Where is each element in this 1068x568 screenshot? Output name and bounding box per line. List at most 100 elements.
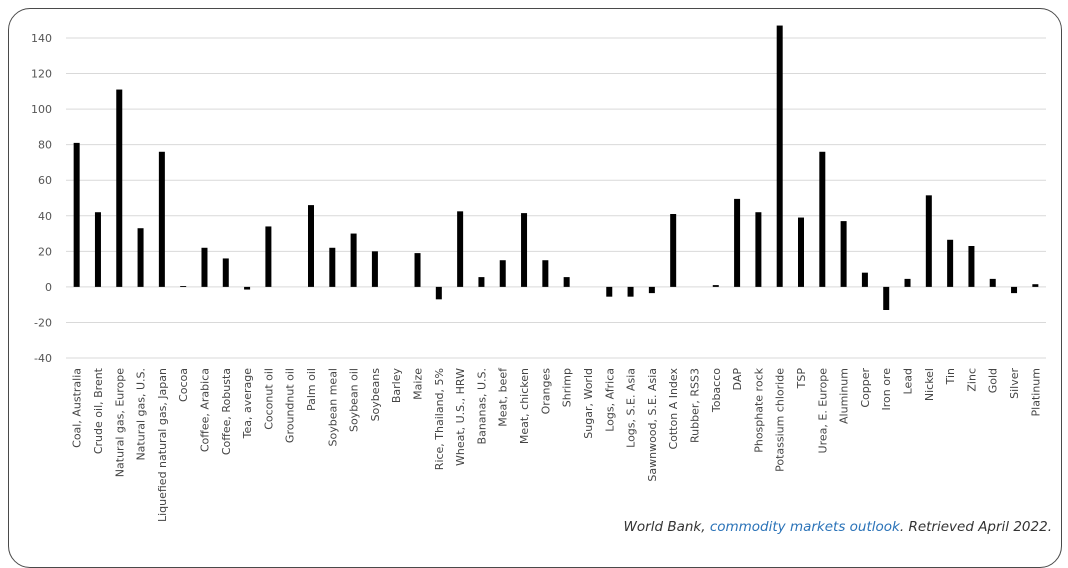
y-tick-label: 80	[38, 139, 52, 152]
y-tick-label: 60	[38, 174, 52, 187]
bar	[308, 205, 314, 287]
gridlines	[66, 37, 1046, 359]
x-category-label: Sugar, World	[582, 368, 595, 439]
x-category-label: Copper	[859, 368, 872, 408]
x-category-label: DAP	[731, 368, 744, 391]
bar	[116, 89, 123, 287]
x-category-label: Nickel	[923, 368, 936, 401]
caption-suffix: . Retrieved April 2022.	[899, 519, 1052, 535]
bar	[542, 260, 549, 287]
bar	[457, 211, 464, 287]
x-category-label: Gold	[987, 368, 1000, 393]
bar	[883, 286, 890, 310]
x-category-label: Oranges	[539, 368, 552, 415]
x-category-label: Coal, Australia	[71, 368, 84, 448]
x-category-label: Coffee, Robusta	[220, 368, 233, 455]
x-category-label: Cocoa	[177, 368, 190, 402]
source-caption: World Bank, commodity markets outlook. R…	[624, 519, 1052, 535]
bar	[861, 272, 868, 287]
y-axis-ticks: -40 -20 0 20 40 60 80 100 120 140	[31, 32, 52, 365]
y-tick-label: 40	[38, 210, 52, 223]
x-category-label: Aluminum	[838, 368, 851, 424]
x-category-label: Sawnwood, S.E. Asia	[646, 368, 659, 482]
bar	[73, 142, 80, 287]
bar	[1011, 286, 1018, 294]
x-category-label: Coffee, Arabica	[198, 368, 211, 452]
x-category-label: Shrimp	[561, 368, 574, 407]
x-category-label: Tin	[944, 368, 957, 385]
x-category-label: TSP	[795, 368, 808, 390]
y-tick-label: -40	[34, 352, 52, 365]
x-category-label: Liquefied natural gas, Japan	[156, 368, 169, 522]
x-category-label: Meat, beef	[497, 367, 510, 427]
commodity-markets-outlook-link[interactable]: commodity markets outlook	[709, 519, 900, 535]
x-category-label: Silver	[1008, 368, 1021, 399]
x-category-label: Platinum	[1029, 368, 1042, 416]
bar	[755, 212, 762, 287]
bar	[648, 286, 655, 294]
bar	[478, 277, 485, 287]
bar	[180, 286, 187, 287]
bar	[989, 278, 996, 287]
bar-chart: -40 -20 0 20 40 60 80 100 120 140 Coal, Australia…	[31, 25, 1046, 522]
bar	[840, 221, 847, 287]
y-tick-label: 120	[31, 68, 52, 81]
x-category-label: Zinc	[965, 368, 978, 392]
bar	[606, 286, 613, 297]
y-tick-label: 100	[31, 103, 52, 116]
x-category-label: Cotton A Index	[667, 368, 680, 450]
bar	[1032, 284, 1039, 287]
bar	[158, 151, 165, 287]
x-category-label: Rice, Thailand, 5%	[433, 368, 446, 470]
x-category-label: Logs, Africa	[603, 368, 616, 432]
bar	[734, 198, 741, 287]
x-category-label: Maize	[412, 368, 425, 400]
bar	[798, 217, 804, 287]
x-category-label: Iron ore	[880, 368, 893, 411]
bar	[94, 212, 101, 287]
x-category-label: Natural gas, Europe	[113, 368, 126, 477]
x-category-label: Tea, average	[241, 368, 254, 440]
x-category-label: Palm oil	[305, 368, 318, 411]
x-category-label: Coconut oil	[262, 368, 275, 430]
bar	[414, 253, 421, 287]
bar	[776, 25, 783, 287]
bar	[137, 228, 144, 287]
x-category-label: Lead	[902, 368, 915, 394]
x-category-label: Logs, S.E. Asia	[625, 368, 638, 448]
bar	[350, 233, 357, 287]
caption-prefix: World Bank,	[623, 519, 710, 535]
x-category-label: Groundnut oil	[284, 368, 297, 443]
bar	[563, 277, 570, 287]
bar	[265, 226, 272, 287]
bar	[947, 239, 954, 287]
bar	[670, 214, 677, 287]
y-tick-label: -20	[34, 316, 52, 329]
x-category-label: Barley	[390, 368, 403, 404]
x-category-label: Natural gas, U.S.	[135, 368, 148, 461]
bar	[435, 286, 442, 300]
x-category-label: Rubber, RSS3	[688, 368, 701, 443]
bars	[73, 25, 1039, 310]
x-category-label: Wheat, U.S., HRW	[454, 368, 467, 466]
bar	[925, 195, 932, 287]
y-tick-label: 20	[38, 245, 52, 258]
bar	[499, 260, 506, 287]
x-category-label: Urea, E. Europe	[816, 368, 829, 454]
bar	[201, 247, 208, 287]
y-tick-label: 0	[45, 281, 52, 294]
x-category-label: Soybean meal	[326, 368, 339, 446]
x-category-label: Tobacco	[710, 368, 723, 413]
bar	[819, 151, 826, 287]
bar	[329, 247, 336, 287]
bar	[222, 258, 229, 287]
x-axis-categories: Coal, Australia Crude oil, Brent Natural g…	[71, 367, 1043, 522]
bar	[371, 251, 378, 287]
bar	[712, 285, 719, 287]
x-category-label: Phosphate rock	[752, 367, 765, 452]
x-category-label: Potassium chloride	[774, 368, 787, 472]
x-category-label: Meat, chicken	[518, 368, 531, 444]
bar	[968, 246, 975, 287]
x-category-label: Soybean oil	[348, 368, 361, 432]
y-tick-label: 140	[31, 32, 52, 45]
